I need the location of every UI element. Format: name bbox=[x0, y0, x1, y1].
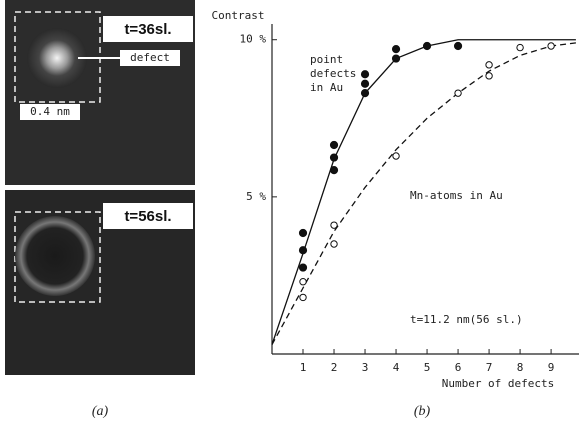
data-point bbox=[360, 79, 370, 88]
label-box bbox=[120, 50, 180, 66]
x-tick-label: 9 bbox=[548, 361, 555, 374]
data-point bbox=[391, 54, 401, 63]
data-point bbox=[453, 41, 463, 51]
x-tick-label: 6 bbox=[455, 361, 462, 374]
y-tick-label: 5 % bbox=[246, 190, 266, 203]
annotation: defects bbox=[310, 67, 356, 80]
caption: (a) bbox=[92, 404, 109, 419]
caption: (b) bbox=[414, 404, 431, 419]
data-point bbox=[360, 70, 370, 79]
data-point bbox=[330, 221, 338, 229]
data-point bbox=[329, 153, 339, 162]
data-point bbox=[329, 140, 339, 150]
panel-a: t=36sl. defect 0.4 nm t=56sl. bbox=[5, 0, 195, 375]
fit-curve bbox=[271, 42, 576, 345]
defect-ring bbox=[15, 216, 95, 296]
data-point bbox=[299, 278, 307, 286]
x-tick-label: 1 bbox=[300, 361, 307, 374]
x-tick-label: 3 bbox=[362, 361, 369, 374]
annotation: Mn-atoms in Au bbox=[410, 189, 503, 202]
data-point bbox=[392, 152, 400, 160]
data-point bbox=[360, 89, 370, 98]
data-point bbox=[516, 43, 524, 52]
data-point bbox=[298, 263, 308, 272]
x-tick-label: 2 bbox=[331, 361, 338, 374]
label-box bbox=[103, 203, 193, 229]
defect-label: defect bbox=[130, 51, 170, 64]
x-tick-label: 4 bbox=[393, 361, 400, 374]
image-label: t=36sl. bbox=[124, 21, 171, 38]
y-axis-label: Contrast bbox=[212, 9, 265, 22]
label-box bbox=[20, 104, 80, 120]
data-point bbox=[298, 246, 308, 255]
data-point bbox=[547, 42, 555, 50]
data-point bbox=[329, 166, 339, 175]
data-point bbox=[485, 61, 493, 69]
annotation: in Au bbox=[310, 81, 343, 94]
data-point bbox=[422, 41, 432, 51]
data-point bbox=[330, 240, 338, 248]
scale-label: 0.4 nm bbox=[30, 105, 70, 118]
x-tick-label: 7 bbox=[486, 361, 493, 374]
label-box bbox=[103, 16, 193, 42]
x-axis-label: Number of defects bbox=[442, 377, 555, 390]
data-point bbox=[391, 45, 401, 54]
panel-b: Contrast Number of defects 1 2 3 4 5 6 7 8 9 5 % 10 … bbox=[212, 9, 579, 390]
x-tick-label: 8 bbox=[517, 361, 524, 374]
inset-box bbox=[14, 211, 101, 303]
image-label: t=56sl. bbox=[124, 208, 171, 225]
x-tick-label: 5 bbox=[424, 361, 431, 374]
data-point bbox=[485, 72, 493, 80]
y-tick-label: 10 % bbox=[240, 33, 267, 46]
data-point bbox=[299, 293, 307, 302]
annotation: point bbox=[310, 53, 343, 66]
data-point bbox=[454, 89, 462, 97]
data-point bbox=[298, 228, 308, 238]
annotation: t=11.2 nm(56 sl.) bbox=[410, 313, 523, 326]
defect-spot bbox=[27, 28, 87, 88]
